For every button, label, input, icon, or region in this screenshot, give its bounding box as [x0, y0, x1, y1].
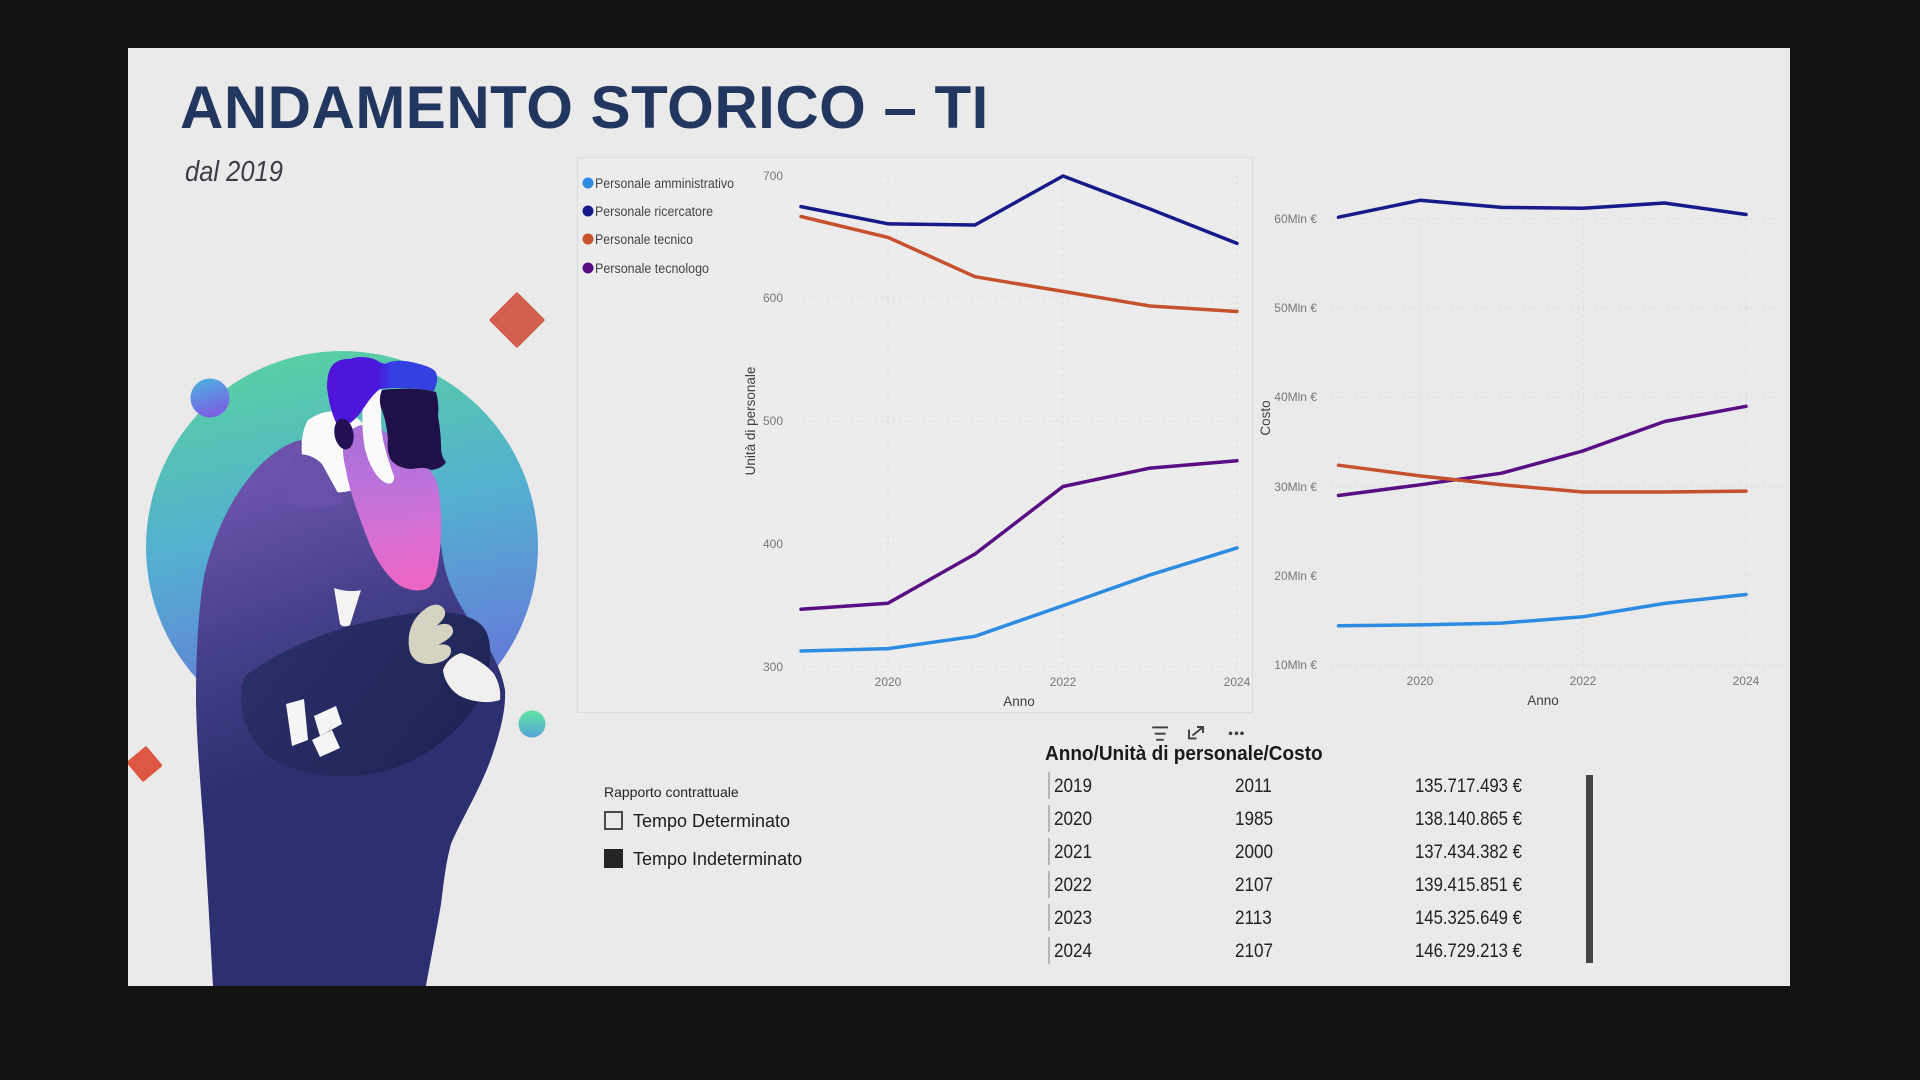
svg-text:Personale tecnico: Personale tecnico — [595, 232, 693, 247]
svg-text:30Mln €: 30Mln € — [1274, 480, 1317, 494]
svg-text:500: 500 — [763, 414, 783, 428]
svg-text:10Mln €: 10Mln € — [1274, 658, 1317, 672]
svg-text:2020: 2020 — [1407, 674, 1434, 688]
svg-text:Personale amministrativo: Personale amministrativo — [595, 176, 734, 191]
svg-text:400: 400 — [763, 537, 783, 551]
svg-text:Anno: Anno — [1003, 694, 1035, 709]
svg-text:600: 600 — [763, 291, 783, 305]
svg-text:50Mln €: 50Mln € — [1274, 301, 1317, 315]
svg-text:Anno: Anno — [1527, 693, 1559, 708]
svg-text:2022: 2022 — [1050, 675, 1077, 689]
svg-text:300: 300 — [763, 660, 783, 674]
svg-text:20Mln €: 20Mln € — [1274, 569, 1317, 583]
svg-text:Personale ricercatore: Personale ricercatore — [595, 204, 713, 219]
svg-text:40Mln €: 40Mln € — [1274, 390, 1317, 404]
svg-text:2024: 2024 — [1224, 675, 1251, 689]
svg-text:2020: 2020 — [875, 675, 902, 689]
svg-text:Costo: Costo — [1258, 400, 1273, 435]
svg-text:60Mln €: 60Mln € — [1274, 212, 1317, 226]
svg-text:Personale tecnologo: Personale tecnologo — [595, 261, 709, 276]
svg-text:2022: 2022 — [1570, 674, 1597, 688]
svg-text:2024: 2024 — [1733, 674, 1760, 688]
svg-text:700: 700 — [763, 169, 783, 183]
svg-text:Unità di personale: Unità di personale — [743, 367, 758, 476]
